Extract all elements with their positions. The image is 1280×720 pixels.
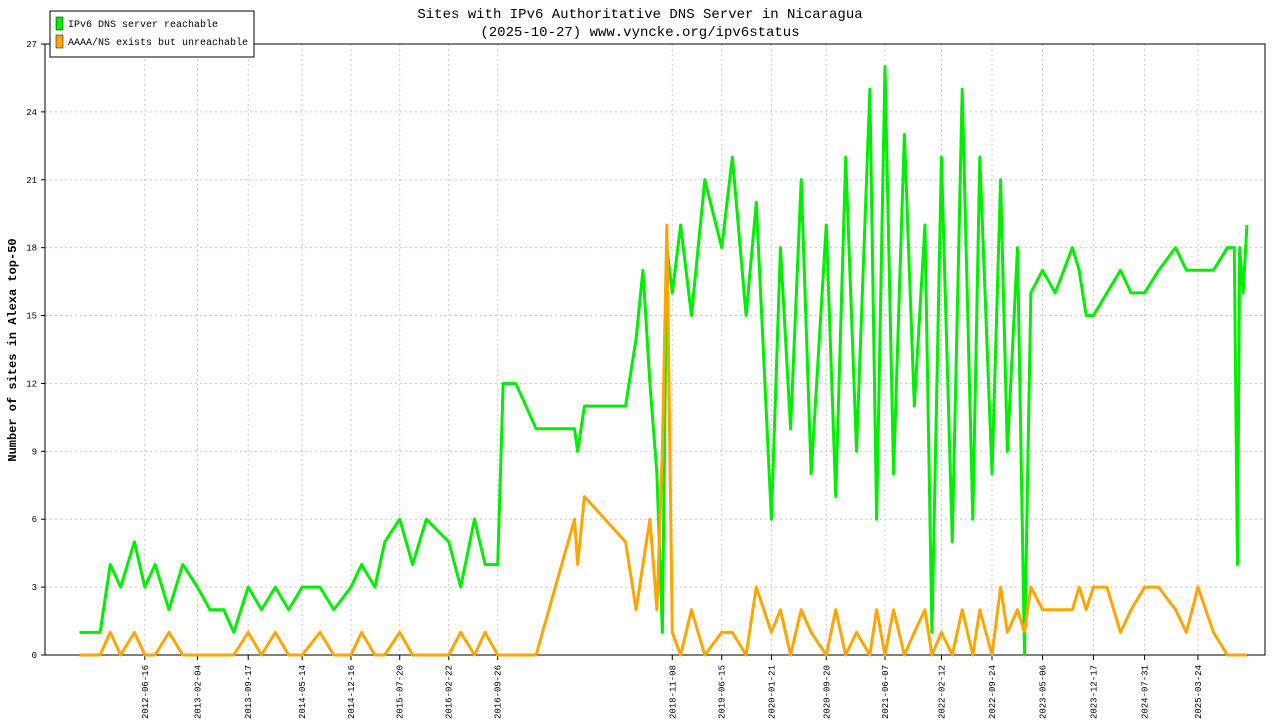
x-tick-label: 2025-03-24 [1194, 665, 1204, 719]
x-tick-label: 2013-09-17 [244, 665, 254, 719]
x-tick-label: 2022-02-12 [937, 665, 947, 719]
plot-frame [44, 43, 1266, 656]
x-tick-label: 2021-06-07 [881, 665, 891, 719]
y-tick-label: 24 [26, 108, 37, 118]
y-tick-label: 15 [26, 312, 37, 322]
y-tick-label: 0 [32, 651, 37, 661]
chart-subtitle: (2025-10-27) www.vyncke.org/ipv6status [480, 25, 799, 41]
x-tick-label: 2016-02-22 [445, 665, 455, 719]
x-tick-label: 2015-07-20 [396, 665, 406, 719]
x-tick-label: 2018-11-08 [668, 665, 678, 719]
legend-swatch [55, 34, 64, 49]
x-tick-label: 2014-12-16 [347, 665, 357, 719]
x-tick-label: 2020-01-21 [767, 665, 777, 719]
x-tick-label: 2014-05-14 [298, 665, 308, 719]
y-tick-label: 3 [32, 583, 37, 593]
legend-box [49, 10, 255, 58]
x-tick-label: 2016-09-26 [494, 665, 504, 719]
y-tick-label: 21 [26, 176, 37, 186]
x-tick-label: 2012-06-16 [141, 665, 151, 719]
x-tick-label: 2023-12-17 [1089, 665, 1099, 719]
x-tick-label: 2024-07-31 [1141, 665, 1151, 719]
y-tick-label: 27 [26, 40, 37, 50]
series-line [79, 65, 1249, 657]
legend-label: AAAA/NS exists but unreachable [68, 37, 248, 49]
y-tick-label: 12 [26, 379, 37, 389]
x-tick-label: 2022-09-24 [988, 665, 998, 719]
y-tick-label: 6 [32, 515, 37, 525]
y-axis-label: Number of sites in Alexa top-50 [6, 238, 20, 461]
y-tick-label: 9 [32, 447, 37, 457]
series-line [79, 223, 1247, 657]
y-tick-label: 18 [26, 244, 37, 254]
chart-title: Sites with IPv6 Authoritative DNS Server… [417, 7, 862, 23]
x-tick-label: 2013-02-04 [193, 665, 203, 719]
legend-swatch [55, 16, 64, 31]
x-tick-label: 2019-06-15 [718, 665, 728, 719]
x-tick-label: 2023-05-06 [1039, 665, 1049, 719]
x-tick-label: 2020-09-20 [822, 665, 832, 719]
legend-label: IPv6 DNS server reachable [68, 19, 218, 31]
